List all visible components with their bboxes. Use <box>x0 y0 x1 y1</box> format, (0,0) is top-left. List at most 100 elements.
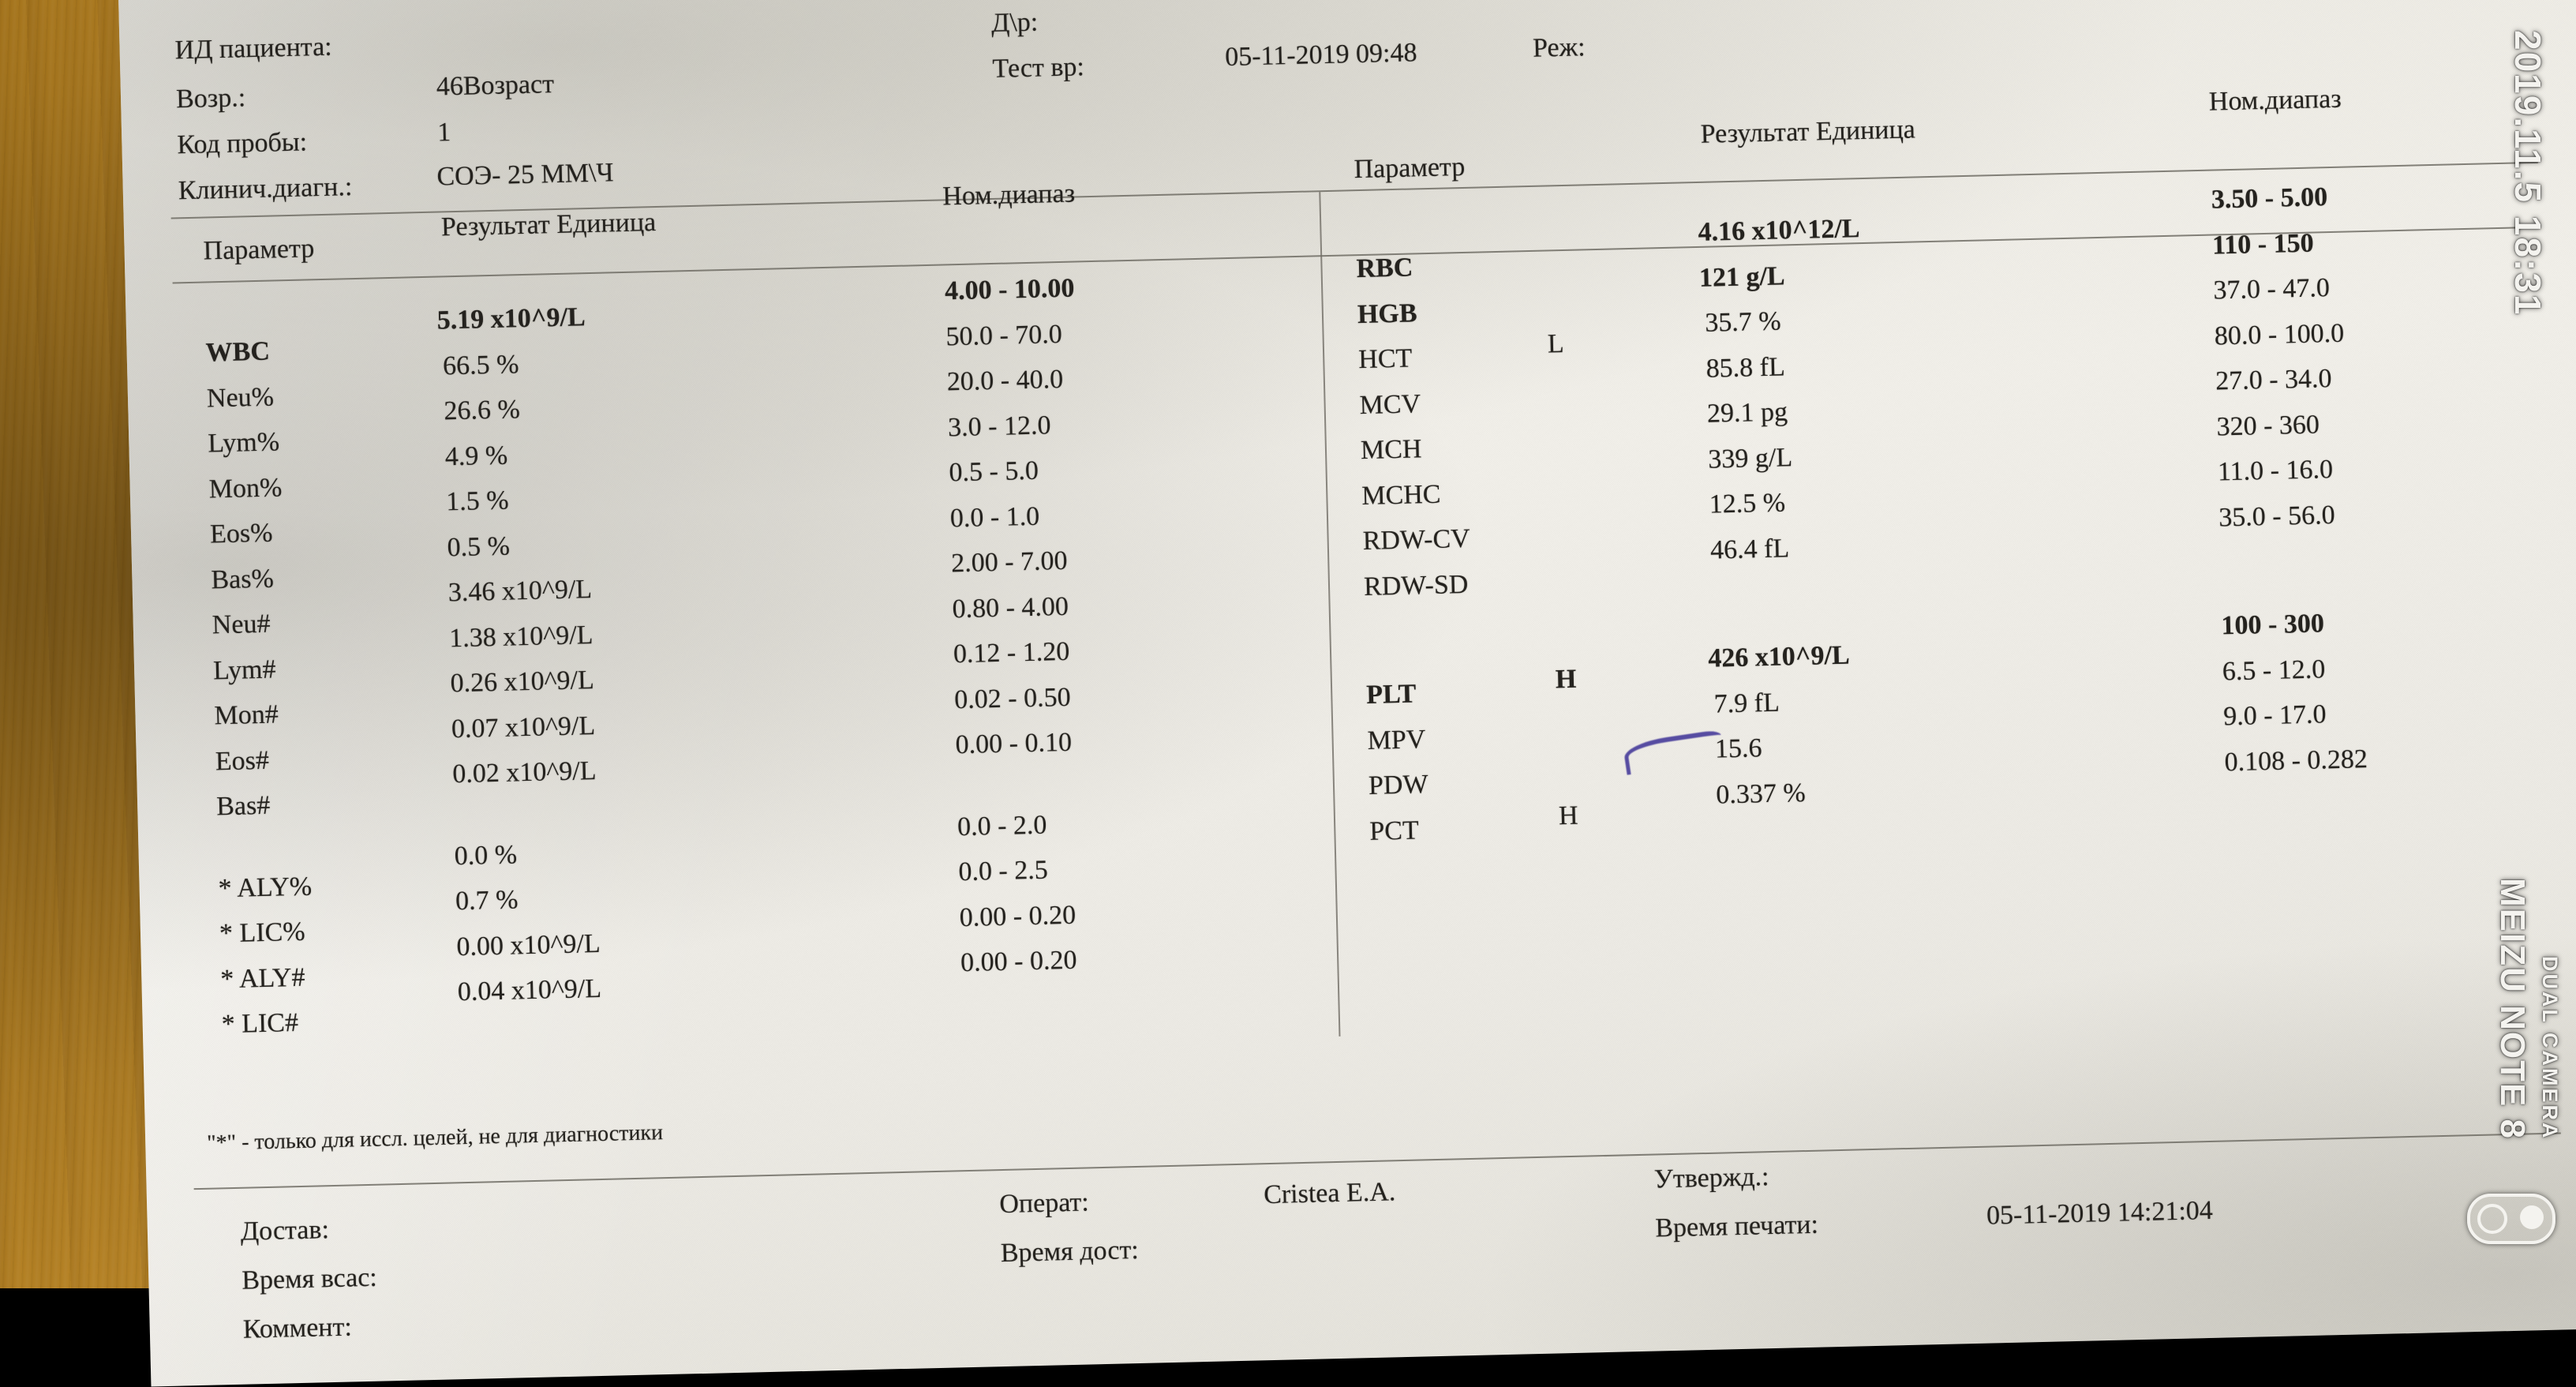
abnormal-flag: H <box>1555 664 1577 695</box>
reference-range: 27.0 - 34.0 <box>2215 364 2332 396</box>
reference-range: 11.0 - 16.0 <box>2217 455 2334 487</box>
result-value: 0.337 % <box>1715 778 1807 810</box>
abnormal-flag: H <box>1558 800 1578 830</box>
parameter-name: Lym% <box>207 427 280 459</box>
reference-range: 0.0 - 1.0 <box>949 501 1040 533</box>
parameter-name: Neu# <box>212 609 271 640</box>
parameter-name: Mon# <box>214 699 279 731</box>
age-label: Возр.: <box>175 83 246 114</box>
result-value: 26.6 % <box>444 395 521 426</box>
result-value: 7.9 fL <box>1713 688 1780 719</box>
parameter-name: HGB <box>1357 298 1417 329</box>
delivery-time-label: Время дост: <box>1000 1235 1140 1269</box>
result-value: 121 g/L <box>1698 261 1786 293</box>
diagnosis-value: СОЭ- 25 ММ\Ч <box>436 158 614 192</box>
reference-range: 20.0 - 40.0 <box>946 364 1064 397</box>
parameter-name: RDW-SD <box>1363 569 1469 602</box>
parameter-name: HCT <box>1357 343 1413 375</box>
right-col-result: Результат Единица <box>1700 114 1916 149</box>
reference-range: 0.12 - 1.20 <box>953 636 1070 669</box>
result-value: 4.16 x10^12/L <box>1698 214 1860 247</box>
parameter-name: WBC <box>205 336 271 368</box>
result-value: 29.1 pg <box>1706 397 1788 429</box>
result-value: 0.04 x10^9/L <box>457 973 602 1007</box>
reference-range: 0.0 - 2.5 <box>958 855 1049 887</box>
test-time-value: 05-11-2019 09:48 <box>1224 38 1417 72</box>
result-value: 1.5 % <box>445 485 509 517</box>
parameter-name: * LIC% <box>219 917 306 949</box>
parameter-name: * LIC# <box>221 1007 299 1040</box>
right-col-reference: Ном.диапаз <box>2208 84 2342 117</box>
parameter-name: * ALY% <box>218 872 313 903</box>
reference-range: 9.0 - 17.0 <box>2222 699 2327 732</box>
parameter-name: PDW <box>1368 770 1428 800</box>
parameter-name: MCH <box>1360 434 1422 466</box>
parameter-name: * ALY# <box>219 962 305 994</box>
comment-label: Коммент: <box>242 1312 353 1344</box>
result-value: 66.5 % <box>442 349 519 380</box>
draw-time-label: Время всас: <box>241 1262 378 1295</box>
diagnosis-label: Клинич.диагн.: <box>178 172 353 206</box>
sample-code-label: Код пробы: <box>177 127 308 160</box>
print-time-label: Время печати: <box>1654 1209 1819 1243</box>
reference-range: 0.5 - 5.0 <box>949 455 1039 488</box>
result-value: 4.9 % <box>444 440 508 471</box>
left-col-reference: Ном.диапаз <box>942 178 1076 212</box>
parameter-name: Bas# <box>215 790 271 822</box>
dob-label: Д\р: <box>990 7 1039 38</box>
reference-range: 0.00 - 0.20 <box>960 945 1077 978</box>
result-value: 46.4 fL <box>1709 533 1790 565</box>
result-value: 5.19 x10^9/L <box>436 302 586 336</box>
operator-label: Операт: <box>998 1187 1090 1220</box>
parameter-name: MPV <box>1367 724 1426 755</box>
print-time-value: 05-11-2019 14:21:04 <box>1986 1195 2214 1231</box>
parameter-name: Mon% <box>208 472 283 504</box>
reference-range: 3.50 - 5.00 <box>2211 182 2328 215</box>
parameter-name: Neu% <box>206 381 275 413</box>
parameter-name: PLT <box>1365 679 1417 710</box>
reference-range: 80.0 - 100.0 <box>2214 318 2345 351</box>
result-value: 0.02 x10^9/L <box>451 756 597 789</box>
approved-label: Утвержд.: <box>1653 1162 1769 1194</box>
result-value: 35.7 % <box>1704 306 1782 338</box>
parameter-name: Lym# <box>212 654 276 685</box>
right-col-parameter: Параметр <box>1354 152 1466 185</box>
result-value: 0.0 % <box>454 839 518 871</box>
result-value: 0.07 x10^9/L <box>451 710 596 744</box>
delivered-label: Достав: <box>240 1215 330 1246</box>
reference-range: 100 - 300 <box>2221 609 2325 641</box>
reference-range: 3.0 - 12.0 <box>947 410 1051 442</box>
result-value: 0.00 x10^9/L <box>456 928 601 962</box>
test-time-label: Тест вр: <box>992 52 1085 84</box>
reference-range: 2.00 - 7.00 <box>950 545 1068 579</box>
age-value: 46Возраст <box>436 69 555 102</box>
mode-label: Реж: <box>1532 32 1586 63</box>
result-value: 0.5 % <box>447 531 511 562</box>
parameter-name: MCHC <box>1361 479 1441 511</box>
parameter-name: Eos% <box>209 518 273 549</box>
parameter-name: RBC <box>1356 253 1413 284</box>
parameter-name: Eos# <box>215 745 270 776</box>
reference-range: 320 - 360 <box>2216 409 2320 442</box>
result-value: 12.5 % <box>1709 488 1786 519</box>
parameter-name: Bas% <box>211 564 275 594</box>
parameter-name: RDW-CV <box>1362 523 1471 557</box>
reference-range: 0.02 - 0.50 <box>953 682 1072 714</box>
result-value: 339 g/L <box>1707 442 1793 474</box>
abnormal-flag: L <box>1547 328 1565 359</box>
result-value: 1.38 x10^9/L <box>448 620 593 653</box>
table-divider <box>1319 192 1341 1037</box>
lab-report-paper: ИД пациента: Д\р: WB CBC+DIFF Возр.: 46В… <box>118 0 2576 1387</box>
reference-range: 4.00 - 10.00 <box>944 273 1075 306</box>
operator-value: Cristea E.A. <box>1263 1177 1396 1210</box>
left-col-result: Результат Единица <box>440 208 657 242</box>
parameter-name: PCT <box>1368 815 1420 846</box>
result-value: 3.46 x10^9/L <box>447 575 593 608</box>
result-value: 0.7 % <box>455 885 519 917</box>
reference-range: 50.0 - 70.0 <box>945 319 1063 351</box>
reference-range: 110 - 150 <box>2211 228 2315 261</box>
reference-range: 0.00 - 0.20 <box>959 900 1076 932</box>
reference-range: 0.108 - 0.282 <box>2224 744 2368 777</box>
result-value: 426 x10^9/L <box>1707 640 1851 673</box>
parameter-name: MCV <box>1359 388 1421 420</box>
